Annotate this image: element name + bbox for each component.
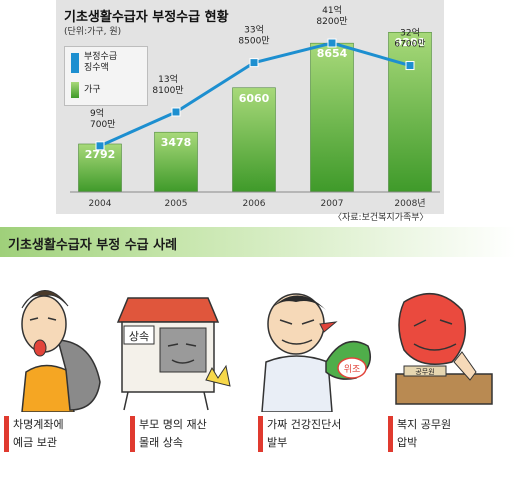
chart-unit: (단위:가구, 원) [64, 27, 122, 37]
section-title: 기초생활수급자 부정 수급 사례 [8, 238, 178, 253]
bar-2008년 [388, 31, 432, 193]
case-1-label-line-2: 예금 보관 [13, 436, 57, 449]
case-1-label: 차명계좌에 예금 보관 [13, 416, 64, 452]
illustration-hidden-account [21, 290, 101, 412]
svg-text:700만: 700만 [90, 119, 115, 130]
x-tick-2007: 2007 [321, 199, 344, 209]
shop-sign-text: 상속 [129, 330, 149, 343]
bar-label-2007: 8654 [317, 47, 348, 60]
case-3-label-line-1: 가짜 건강진단서 [267, 418, 342, 431]
bar-label-2006: 6060 [239, 92, 270, 105]
line-point-2007 [327, 38, 337, 48]
chart-panel: 기초생활수급자 부정수급 현황 (단위:가구, 원) 부정수급 징수액 가구 2… [56, 0, 444, 214]
line-point-2004 [95, 141, 105, 151]
case-4-label: 복지 공무원 압박 [397, 416, 451, 452]
bar-label-2008년: 9288 [395, 36, 426, 49]
line-point-2005 [171, 107, 181, 117]
illustration-fake-certificate: 위조 [261, 293, 371, 412]
section-band: 기초생활수급자 부정 수급 사례 [0, 227, 516, 257]
case-3-marker [258, 416, 263, 452]
chart-source: 〈자료:보건복지가족부〉 [333, 213, 429, 223]
x-tick-2008년: 2008년 [394, 198, 425, 209]
case-3-label: 가짜 건강진단서 발부 [267, 416, 341, 452]
legend-line-label-1: 부정수급 [84, 52, 118, 62]
case-1-label-line-1: 차명계좌에 [13, 418, 64, 431]
svg-text:33억: 33억 [244, 24, 264, 36]
legend-bar-label: 가구 [84, 85, 101, 95]
illustration-official-pressure: 공무원 [395, 292, 493, 405]
svg-text:6700만: 6700만 [394, 39, 425, 50]
svg-text:13억: 13억 [158, 73, 178, 85]
case-2-label: 부모 명의 재산 몰래 상속 [139, 416, 207, 452]
bar-2006 [232, 87, 276, 193]
svg-text:8100만: 8100만 [152, 85, 183, 96]
case-1-marker [4, 416, 9, 452]
stamp-text: 위조 [344, 364, 361, 375]
bar-label-2004: 2792 [85, 148, 116, 161]
chart-title: 기초생활수급자 부정수급 현황 [64, 10, 229, 25]
x-tick-2005: 2005 [165, 199, 188, 209]
case-3-label-line-2: 발부 [267, 436, 288, 449]
svg-text:8200만: 8200만 [316, 16, 347, 27]
line-point-2006 [249, 58, 259, 68]
x-tick-2006: 2006 [243, 199, 266, 209]
illustration-secret-inheritance: 상속 [116, 297, 231, 411]
svg-text:32억: 32억 [400, 27, 420, 39]
case-2-marker [130, 416, 135, 452]
bar-2007 [310, 42, 354, 193]
svg-text:9억: 9억 [90, 107, 104, 119]
desk-nameplate-text: 공무원 [415, 367, 434, 376]
svg-text:41억: 41억 [322, 4, 342, 16]
svg-text:8500만: 8500만 [238, 36, 269, 47]
legend: 부정수급 징수액 가구 [64, 46, 148, 106]
line-point-2008년 [405, 61, 415, 71]
case-4-label-line-1: 복지 공무원 [397, 418, 452, 431]
case-2-label-line-2: 몰래 상속 [139, 436, 183, 449]
legend-line-label: 부정수급 징수액 [84, 52, 117, 74]
bar-label-2005: 3478 [161, 136, 192, 149]
legend-line-label-2: 징수액 [84, 63, 109, 73]
x-tick-2004: 2004 [89, 199, 112, 209]
case-4-marker [388, 416, 393, 452]
case-2-label-line-1: 부모 명의 재산 [139, 418, 207, 431]
bar-2004 [78, 143, 122, 193]
case-4-label-line-2: 압박 [397, 436, 418, 449]
bar-2005 [154, 131, 198, 193]
case-illustrations: 상속 위조 공무원 [21, 290, 493, 412]
legend-bar-swatch [71, 82, 79, 98]
legend-line-swatch [71, 53, 79, 73]
